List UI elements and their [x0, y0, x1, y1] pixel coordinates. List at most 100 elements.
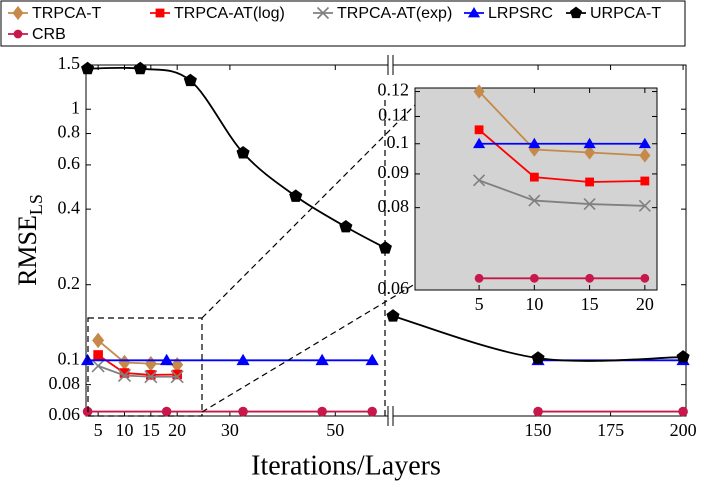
marker — [473, 174, 486, 187]
marker — [676, 350, 690, 363]
axis-break — [388, 406, 393, 426]
y-axis-label: RMSELS — [13, 194, 46, 286]
y-tick-label: 0.6 — [58, 153, 81, 173]
zoom-box — [87, 317, 203, 417]
marker — [289, 189, 303, 202]
marker — [640, 176, 650, 186]
marker — [133, 61, 147, 75]
marker — [583, 198, 596, 211]
y-tick-label: 0.8 — [58, 122, 81, 142]
marker — [236, 353, 250, 366]
marker — [474, 273, 484, 283]
series-line — [478, 90, 645, 157]
marker — [638, 137, 651, 149]
legend-label: URPCA-T — [590, 5, 661, 22]
marker — [529, 172, 539, 182]
x-tick-label: 5 — [94, 420, 103, 440]
marker — [118, 354, 131, 371]
y-tick-label: 1 — [71, 97, 80, 117]
marker — [91, 359, 105, 373]
x-tick-label: 150 — [525, 420, 552, 440]
marker — [583, 137, 596, 149]
marker — [528, 137, 541, 149]
legend-label: TRPCA-T — [32, 5, 102, 22]
y-tick-label: 0.09 — [378, 162, 410, 182]
marker — [585, 273, 594, 283]
legend-box — [0, 0, 686, 47]
series-line — [97, 354, 178, 376]
legend: TRPCA-T TRPCA-AT(log) TRPCA-AT(exp) LRPSRC U… — [8, 5, 661, 43]
inset-plot: 0.06 0.08 0.09 0.1 0.11 0.12 5 10 15 20 — [378, 80, 658, 314]
marker — [365, 353, 379, 366]
legend-marker — [12, 5, 24, 21]
y-tick-label: 0.11 — [378, 105, 409, 125]
marker — [170, 370, 184, 384]
y-tick-label: 0.1 — [58, 348, 81, 368]
legend-label: TRPCA-AT(log) — [174, 5, 285, 22]
marker — [183, 73, 197, 87]
marker — [172, 369, 182, 380]
marker — [386, 309, 400, 322]
marker — [474, 125, 484, 135]
marker — [528, 194, 541, 207]
x-tick-label: 10 — [525, 294, 543, 314]
legend-label: LRPSRC — [488, 5, 553, 22]
x-tick-label: 20 — [636, 294, 654, 314]
marker — [473, 137, 486, 149]
plot-frame — [414, 87, 658, 291]
marker — [315, 353, 329, 366]
marker — [378, 241, 392, 254]
x-axis-label: Iterations/Layers — [251, 450, 441, 481]
marker — [533, 406, 543, 417]
legend-marker — [569, 6, 583, 19]
marker — [81, 61, 95, 75]
x-tick-label: 50 — [326, 420, 344, 440]
y-tick-label: 0.06 — [378, 278, 410, 298]
marker — [238, 406, 248, 417]
y-tick-label: 0.1 — [387, 132, 410, 152]
legend-marker — [13, 29, 23, 39]
marker — [529, 273, 539, 283]
marker — [236, 145, 250, 159]
series-line — [87, 66, 386, 249]
marker — [160, 353, 174, 366]
marker — [117, 368, 132, 383]
series-line — [97, 365, 178, 378]
marker — [367, 406, 377, 417]
series-line — [478, 129, 645, 183]
y-tick-label: 0.2 — [58, 273, 81, 293]
marker — [678, 406, 688, 417]
zoom-connector — [201, 283, 416, 413]
x-tick-label: 15 — [581, 294, 599, 314]
marker — [317, 406, 327, 417]
x-tick-label: 20 — [168, 420, 186, 440]
plot-frame — [85, 64, 687, 417]
marker — [119, 368, 130, 378]
x-tick-label: 5 — [475, 294, 484, 314]
y-label-main: RMSE — [13, 215, 42, 286]
y-tick-label: 0.12 — [378, 80, 410, 100]
marker — [584, 145, 596, 160]
y-label-sub: LS — [26, 194, 46, 215]
x-tick-label: 175 — [597, 420, 624, 440]
y-tick-label: 0.08 — [49, 373, 81, 393]
x-tick-label: 15 — [142, 420, 160, 440]
marker — [339, 219, 353, 233]
marker — [473, 84, 485, 99]
marker — [92, 332, 105, 349]
marker — [638, 199, 651, 212]
y-tick-label: 1.5 — [58, 53, 81, 73]
y-tick-label: 0.08 — [378, 196, 410, 216]
marker — [144, 355, 157, 372]
x-tick-label: 10 — [115, 420, 133, 440]
axis-break — [388, 55, 393, 75]
legend-marker — [155, 8, 165, 18]
legend-label: TRPCA-AT(exp) — [337, 5, 452, 22]
legend-label: CRB — [32, 26, 66, 43]
main-plot: 0.06 0.08 0.1 0.2 0.4 0.6 0.8 1 1.5 5 10 15 20 30 50 15… — [49, 53, 697, 440]
x-tick-label: 200 — [670, 420, 697, 440]
x-tick-label: 30 — [221, 420, 239, 440]
marker — [93, 350, 103, 360]
plot-background — [415, 88, 657, 290]
series-line — [478, 179, 645, 207]
